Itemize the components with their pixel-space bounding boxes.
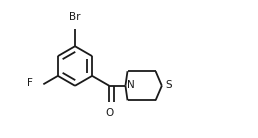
Text: O: O [105, 108, 113, 118]
Text: S: S [166, 80, 172, 90]
Text: F: F [27, 78, 33, 88]
Text: Br: Br [69, 12, 81, 22]
Text: N: N [127, 80, 134, 90]
